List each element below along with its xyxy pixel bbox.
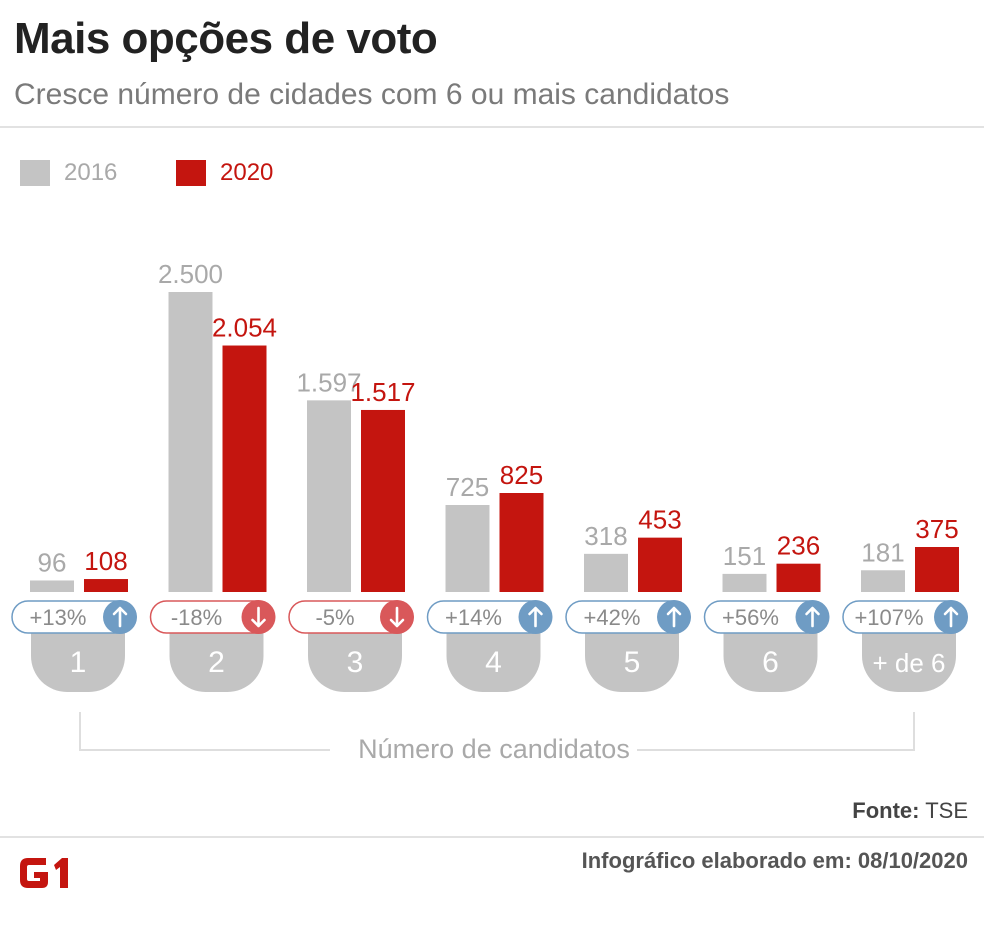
chart-title: Mais opções de voto bbox=[14, 14, 438, 63]
legend-swatch-2016 bbox=[20, 160, 50, 186]
source-label: Fonte: bbox=[852, 798, 920, 823]
change-label-5: +56% bbox=[722, 605, 779, 630]
legend-label-2016: 2016 bbox=[64, 159, 118, 186]
header-divider bbox=[0, 126, 984, 128]
arrow-glyph-4 bbox=[666, 606, 682, 628]
arrow-glyph-0 bbox=[112, 606, 128, 628]
category-tab-1 bbox=[169, 622, 264, 692]
bar-2020-2 bbox=[361, 409, 405, 592]
value-label-2016-3: 725 bbox=[446, 472, 489, 502]
bar-2020-3 bbox=[499, 493, 544, 592]
value-label-2016-6: 181 bbox=[861, 537, 904, 567]
bar-2020-0 bbox=[84, 579, 128, 592]
value-label-2020-1: 2.054 bbox=[212, 313, 277, 343]
category-tab-5 bbox=[723, 622, 818, 692]
value-label-2016-5: 151 bbox=[723, 541, 766, 571]
change-label-6: +107% bbox=[854, 605, 923, 630]
value-label-2020-0: 108 bbox=[84, 546, 127, 576]
bar-2020-6 bbox=[915, 547, 959, 592]
category-label-2: 3 bbox=[347, 646, 364, 679]
bar-2016-5 bbox=[722, 573, 767, 592]
source-value: TSE bbox=[925, 798, 968, 823]
value-label-2020-4: 453 bbox=[638, 505, 681, 535]
bar-2020-5 bbox=[776, 563, 821, 592]
category-label-1: 2 bbox=[208, 646, 225, 679]
category-label-0: 1 bbox=[70, 646, 87, 679]
footer-divider bbox=[0, 836, 984, 838]
arrow-glyph-3 bbox=[528, 606, 543, 628]
category-tab-4 bbox=[585, 622, 679, 692]
bar-2016-3 bbox=[445, 505, 490, 592]
change-label-4: +42% bbox=[584, 605, 641, 630]
value-label-2016-1: 2.500 bbox=[158, 259, 223, 289]
value-label-2016-0: 96 bbox=[38, 547, 67, 577]
bar-2016-4 bbox=[584, 553, 628, 592]
g1-logo bbox=[20, 858, 68, 888]
arrow-glyph-6 bbox=[943, 606, 959, 628]
change-label-0: +13% bbox=[30, 605, 87, 630]
value-label-2020-2: 1.517 bbox=[350, 377, 415, 407]
x-axis-bracket bbox=[79, 712, 915, 751]
category-tab-2 bbox=[308, 622, 402, 692]
legend-item-2016: 2016 bbox=[20, 158, 117, 188]
bar-2016-6 bbox=[861, 570, 905, 592]
arrow-glyph-1 bbox=[251, 606, 266, 628]
arrow-glyph-5 bbox=[805, 606, 820, 628]
category-tab-3 bbox=[446, 622, 541, 692]
bar-2020-1 bbox=[222, 345, 267, 592]
arrow-glyph-2 bbox=[389, 606, 405, 628]
value-label-2020-6: 375 bbox=[915, 514, 958, 544]
legend-label-2020: 2020 bbox=[220, 159, 274, 186]
value-label-2016-2: 1.597 bbox=[296, 367, 361, 397]
value-label-2020-3: 825 bbox=[500, 460, 543, 490]
infographic-date-note: Infográfico elaborado em: 08/10/2020 bbox=[581, 848, 968, 873]
change-label-1: -18% bbox=[171, 605, 222, 630]
category-label-3: 4 bbox=[485, 646, 502, 679]
bar-2020-4 bbox=[638, 537, 682, 592]
bar-2016-2 bbox=[307, 400, 351, 592]
category-label-5: 6 bbox=[762, 646, 779, 679]
category-label-4: 5 bbox=[624, 646, 641, 679]
category-tab-0 bbox=[31, 622, 125, 692]
chart-subtitle: Cresce número de cidades com 6 ou mais c… bbox=[14, 78, 730, 111]
value-label-2020-5: 236 bbox=[777, 531, 820, 561]
bar-2016-1 bbox=[168, 292, 213, 592]
legend-swatch-2020 bbox=[176, 160, 206, 186]
value-label-2016-4: 318 bbox=[584, 521, 627, 551]
change-label-2: -5% bbox=[315, 605, 354, 630]
change-label-3: +14% bbox=[445, 605, 502, 630]
bar-2016-0 bbox=[30, 580, 74, 592]
category-label-6: + de 6 bbox=[872, 648, 945, 678]
category-tab-6 bbox=[862, 622, 956, 692]
x-axis-label: Número de candidatos bbox=[358, 734, 630, 764]
source-note: Fonte: TSE bbox=[852, 798, 968, 824]
legend-item-2020: 2020 bbox=[176, 158, 273, 188]
